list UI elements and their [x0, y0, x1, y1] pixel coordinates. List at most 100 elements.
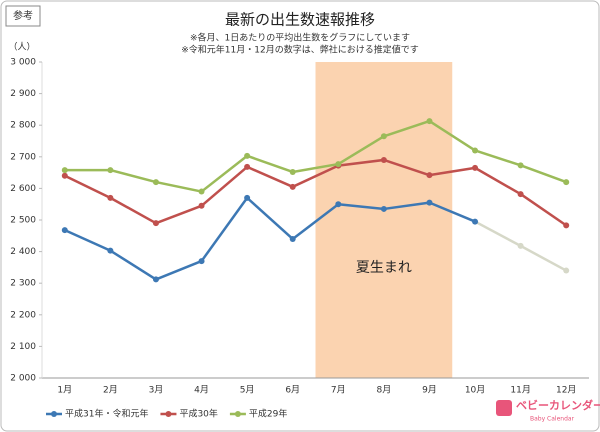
point	[563, 222, 570, 229]
line-segment	[64, 228, 111, 252]
point	[380, 133, 387, 140]
point	[244, 163, 251, 170]
tag-box	[5, 5, 41, 27]
legend-dot	[51, 411, 57, 417]
line-segment	[155, 204, 202, 225]
point	[289, 168, 296, 175]
line-segment	[474, 166, 522, 196]
point	[107, 247, 114, 254]
line-segment	[246, 165, 294, 188]
point	[563, 267, 570, 274]
point	[152, 276, 159, 283]
x-tick-label: 9月	[422, 385, 437, 396]
line-segment	[155, 259, 203, 281]
point	[61, 172, 68, 179]
point	[380, 205, 387, 212]
line-segment	[109, 196, 157, 225]
y-tick-label: 2 000	[10, 374, 36, 384]
x-tick-label: 6月	[285, 385, 300, 396]
point	[335, 201, 342, 208]
x-tick-label: 11月	[510, 385, 530, 396]
logo: ベビーカレンダー Baby Calendar	[496, 398, 600, 423]
point	[244, 194, 251, 201]
x-tick-label: 1月	[57, 385, 72, 396]
x-tick-label: 8月	[377, 385, 392, 396]
note: ※各月、1日あたりの平均出生数をグラフにしています	[190, 32, 410, 44]
line-segment	[246, 196, 294, 240]
point	[152, 179, 159, 186]
line-segment	[64, 174, 111, 200]
y-tick-label: 2 400	[10, 247, 36, 257]
y-tick-label: 2 500	[10, 216, 36, 226]
point	[517, 242, 524, 249]
x-tick-label: 2月	[103, 385, 118, 396]
y-tick-label: 2 300	[10, 279, 36, 289]
y-tick-label: 3 000	[10, 58, 36, 68]
logo-icon	[496, 400, 512, 416]
logo-name: ベビーカレンダー	[516, 398, 600, 412]
line-segment	[520, 164, 567, 184]
point	[472, 164, 479, 171]
point	[472, 218, 479, 225]
point	[517, 191, 524, 198]
line-segment	[429, 166, 476, 177]
line-segment	[428, 201, 476, 223]
y-tick-label: 2 200	[10, 310, 36, 320]
logo-sub: Baby Calendar	[530, 416, 575, 423]
legend-dot	[234, 411, 241, 417]
y-tick-label: 2 600	[10, 184, 36, 194]
legend-label: 平成30年	[179, 408, 217, 420]
point	[61, 227, 68, 234]
line-segment	[200, 165, 248, 207]
point	[198, 258, 205, 265]
note: ※令和元年11月・12月の数字は、弊社における推定値です	[181, 44, 418, 56]
line-segment	[109, 249, 157, 281]
y-tick-label: 2 800	[10, 121, 36, 131]
highlight-band	[315, 62, 453, 378]
line-segment	[291, 203, 340, 240]
line-segment	[200, 197, 249, 262]
line-segment	[338, 158, 385, 167]
line-segment	[383, 158, 430, 177]
line-segment	[337, 135, 385, 166]
point	[107, 167, 114, 174]
point	[563, 179, 570, 186]
point	[426, 118, 433, 125]
point	[61, 167, 68, 174]
line-segment	[520, 244, 567, 272]
x-tick-label: 12月	[556, 385, 576, 396]
line-segment	[292, 164, 339, 188]
line-segment	[383, 201, 430, 211]
point	[289, 235, 296, 242]
y-tick-label: 2 900	[10, 89, 36, 99]
point	[198, 188, 205, 195]
line-segment	[200, 154, 248, 193]
point	[198, 202, 205, 209]
point	[335, 161, 342, 168]
x-tick-label: 3月	[149, 385, 164, 396]
line-segment	[428, 120, 476, 152]
line-segment	[338, 202, 385, 211]
y-unit: （人）	[8, 42, 35, 53]
line-segment	[155, 180, 202, 193]
point	[517, 162, 524, 169]
legend-dot	[165, 411, 172, 417]
chart-title: 最新の出生数速報推移	[225, 11, 375, 29]
y-tick-label: 2 100	[10, 342, 36, 352]
legend-label: 平成29年	[249, 408, 287, 420]
point	[107, 194, 114, 201]
line-segment	[383, 119, 430, 138]
point	[244, 152, 251, 159]
tag: 参考	[13, 9, 33, 22]
line-segment	[474, 149, 522, 167]
legend-label: 平成31年・令和元年	[65, 408, 148, 420]
point	[380, 156, 387, 163]
x-tick-label: 5月	[240, 385, 255, 396]
point	[289, 183, 296, 190]
y-tick-label: 2 700	[10, 152, 36, 162]
point	[152, 220, 159, 227]
x-tick-label: 7月	[331, 385, 346, 396]
line-segment	[519, 193, 567, 227]
point	[426, 199, 433, 206]
